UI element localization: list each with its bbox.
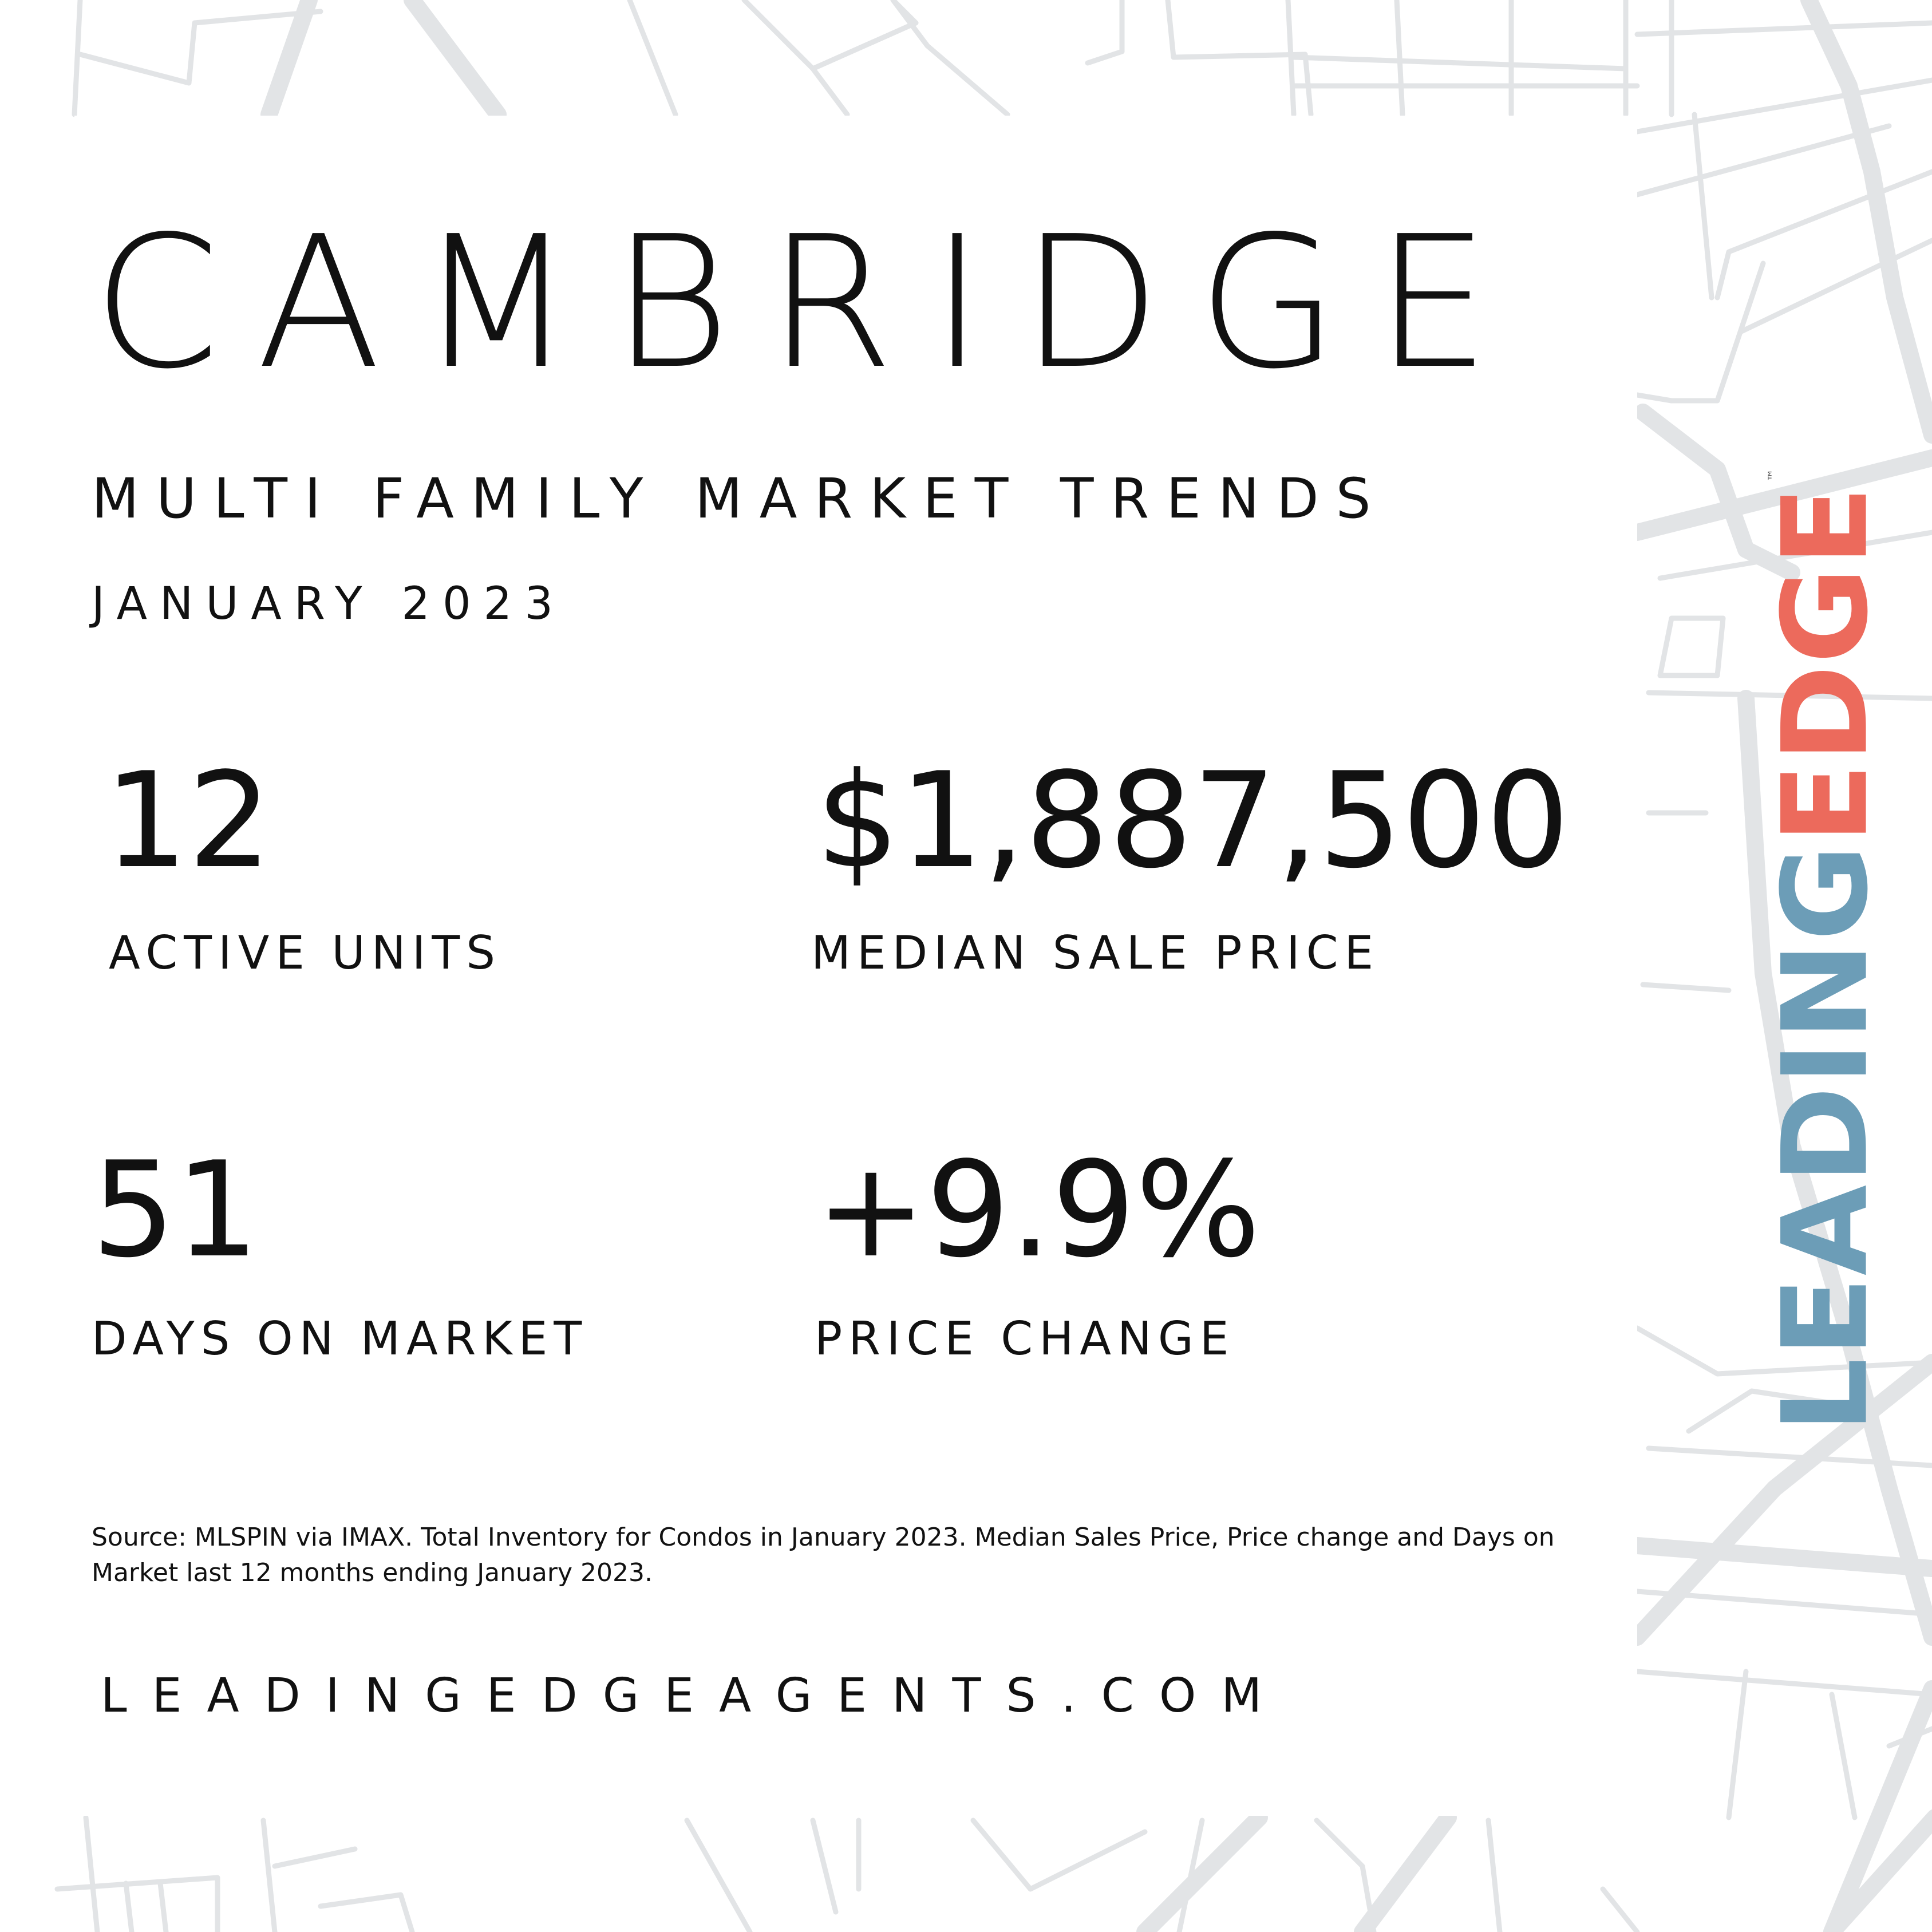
logo-leading-text: LEADING (1757, 843, 1894, 1433)
median-sale-price-value: $1,887,500 (816, 745, 1570, 898)
source-note: Source: MLSPIN via IMAX. Total Inventory… (92, 1523, 1555, 1587)
trademark-mark: ™ (1766, 467, 1781, 481)
days-on-market-label: DAYS ON MARKET (92, 1312, 588, 1365)
price-change-value: +9.9% (816, 1134, 1261, 1287)
leading-edge-logo: LEADINGEDGE ™ (1758, 467, 1894, 1433)
report-subtitle: MULTI FAMILY MARKET TRENDS (92, 467, 1388, 531)
report-date: JANUARY 2023 (92, 578, 566, 630)
website-url[interactable]: LEADINGEDGEAGENTS.COM (101, 1669, 1287, 1723)
active-units-label: ACTIVE UNITS (109, 926, 501, 979)
logo-edge-text: EDGE (1757, 484, 1894, 844)
median-sale-price-label: MEDIAN SALE PRICE (811, 926, 1380, 979)
active-units-value: 12 (104, 745, 272, 898)
content-panel (74, 116, 1637, 1816)
city-title: CAMBRIDGE (93, 197, 1527, 409)
price-change-label: PRICE CHANGE (815, 1312, 1235, 1365)
days-on-market-value: 51 (92, 1134, 259, 1287)
